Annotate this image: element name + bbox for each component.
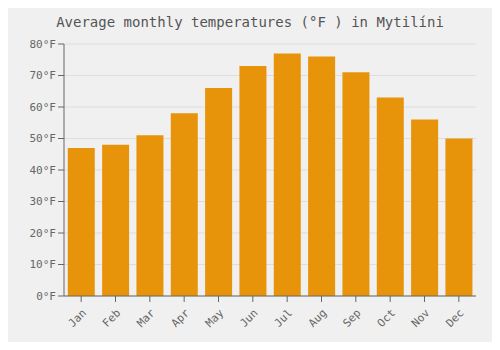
svg-text:May: May xyxy=(203,306,227,330)
svg-text:80°F: 80°F xyxy=(30,38,57,51)
svg-text:Oct: Oct xyxy=(375,307,398,330)
svg-text:20°F: 20°F xyxy=(30,227,57,240)
svg-text:Mar: Mar xyxy=(134,306,158,330)
svg-text:40°F: 40°F xyxy=(30,164,57,177)
html-text:Average monthly temperatures (: Average monthly temperatures (°F ) in My… xyxy=(56,14,444,30)
svg-text:Jun: Jun xyxy=(237,307,260,330)
svg-text:50°F: 50°F xyxy=(30,132,57,145)
svg-text:10°F: 10°F xyxy=(30,258,57,271)
svg-text:Aug: Aug xyxy=(306,307,329,330)
svg-text:0°F: 0°F xyxy=(36,290,56,303)
svg-text:Feb: Feb xyxy=(100,307,123,330)
svg-text:Jul: Jul xyxy=(272,307,295,330)
svg-text:Dec: Dec xyxy=(443,307,466,330)
svg-text:60°F: 60°F xyxy=(30,101,57,114)
svg-text:Nov: Nov xyxy=(409,306,433,330)
svg-text:Sep: Sep xyxy=(340,307,363,330)
svg-text:30°F: 30°F xyxy=(30,195,57,208)
svg-text:70°F: 70°F xyxy=(30,69,57,82)
svg-text:Jan: Jan xyxy=(66,307,89,330)
svg-text:Apr: Apr xyxy=(169,306,193,330)
